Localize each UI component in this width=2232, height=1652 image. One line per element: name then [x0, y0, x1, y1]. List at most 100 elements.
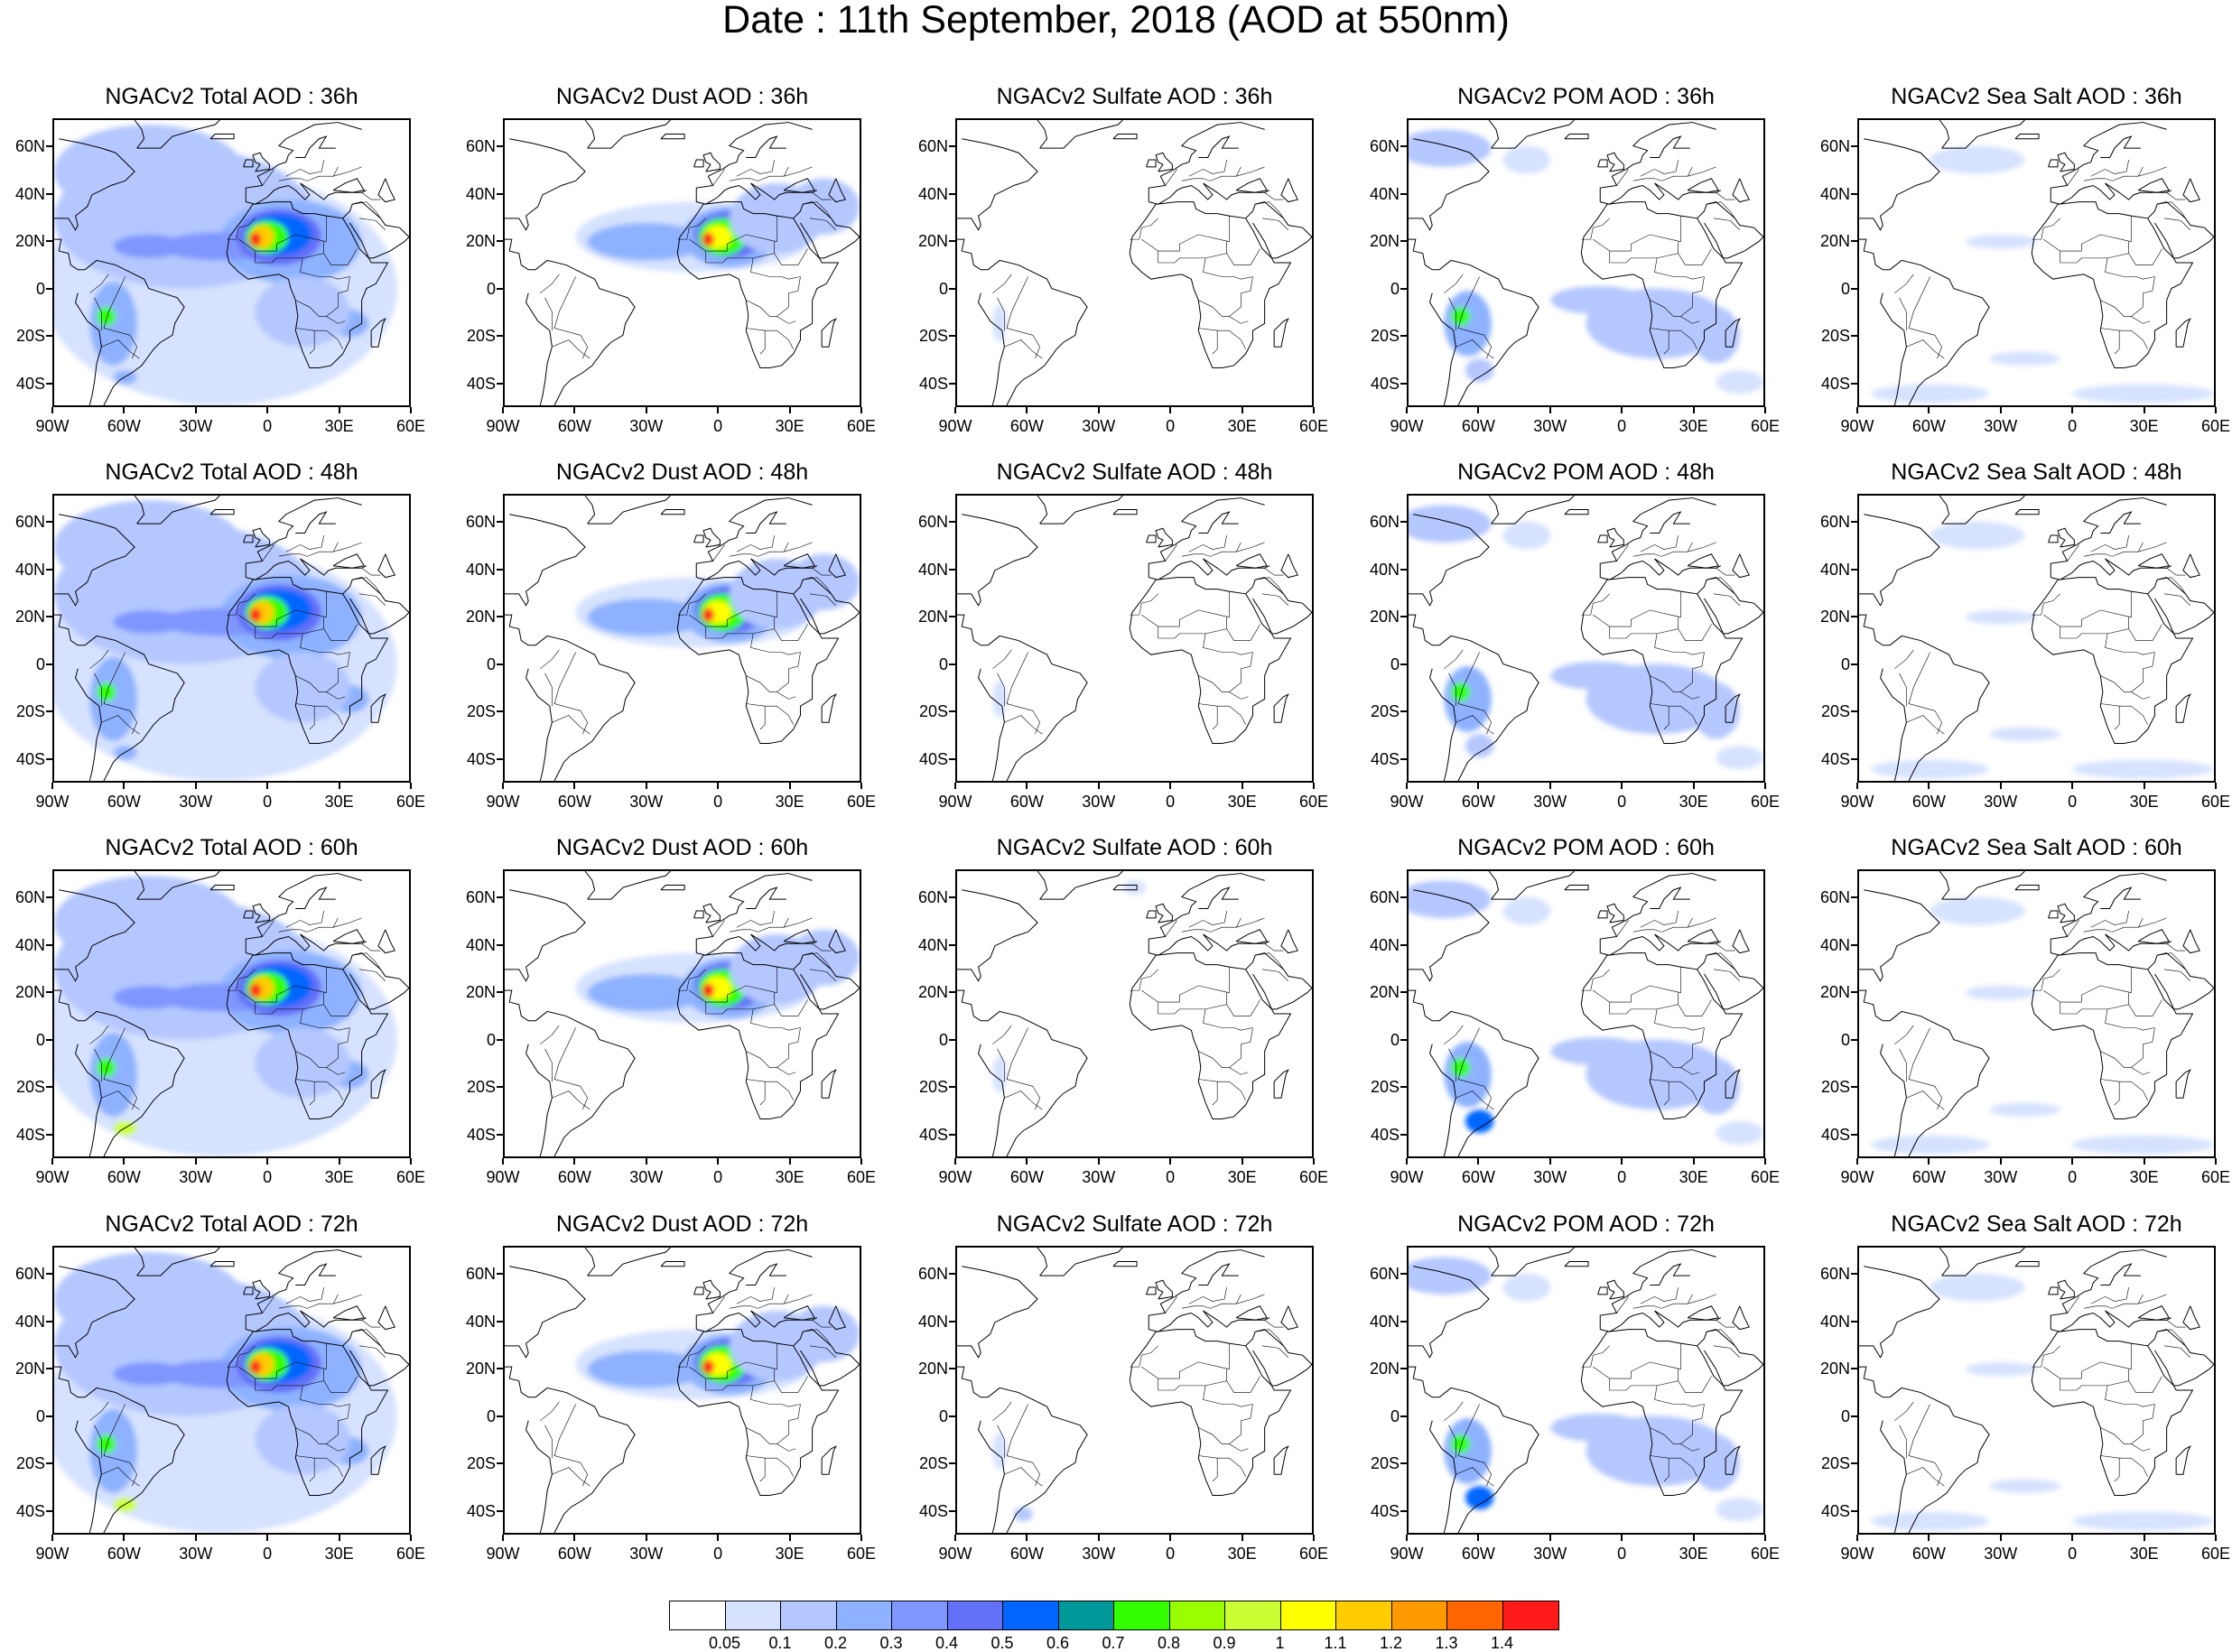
coastline [1650, 1263, 1690, 1285]
coastline [342, 952, 409, 988]
country-border [1006, 1404, 1040, 1487]
lat-tick-label: 60N [1819, 1265, 1850, 1284]
coastline [2051, 1310, 2172, 1332]
lat-tick [1851, 663, 1857, 665]
country-border [1680, 691, 1700, 700]
country-border [2100, 1404, 2155, 1444]
country-border [2107, 1369, 2129, 1387]
lat-tick-label: 40S [1370, 374, 1400, 393]
lat-tick-label: 0 [35, 1406, 45, 1425]
aod-field [1692, 1058, 1740, 1115]
lon-tick [1764, 407, 1766, 413]
lon-tick-label: 90W [1390, 793, 1424, 811]
panel-title: NGACv2 Total AOD : 36h [105, 84, 358, 109]
country-border [302, 617, 324, 635]
lat-tick-label: 40N [14, 935, 45, 954]
lon-tick-label: 30E [324, 1168, 354, 1186]
country-border [262, 169, 274, 186]
coastline [1606, 1279, 1624, 1300]
lat-tick-label: 0 [1840, 654, 1850, 673]
coastline [1725, 693, 1741, 723]
country-border [1581, 593, 1610, 616]
coastline [978, 1420, 1005, 1533]
country-border [553, 652, 588, 735]
lat-tick-label: 60N [465, 1265, 496, 1284]
country-border [255, 251, 350, 280]
coastline [702, 1279, 721, 1300]
lat-tick-label: 60N [465, 888, 496, 907]
country-border [2100, 1079, 2148, 1100]
lat-tick-label: 60N [1819, 888, 1850, 907]
country-border [1657, 1369, 1679, 1387]
lon-tick [502, 1158, 504, 1165]
lat-tick [497, 287, 503, 290]
coastline [1599, 122, 1716, 202]
lat-tick-label: 40S [15, 1125, 45, 1144]
lat-tick-label: 40S [918, 1125, 948, 1144]
aod-field [587, 1350, 706, 1388]
country-border [1229, 1067, 1249, 1075]
lon-tick-label: 30W [1984, 1545, 2018, 1563]
country-border [1229, 316, 1249, 324]
lat-tick-label: 0 [938, 1030, 948, 1049]
lon-tick-label: 30E [1227, 1545, 1257, 1563]
lat-tick-label: 20S [918, 327, 948, 346]
lon-tick-label: 0 [263, 417, 273, 435]
lon-tick [2143, 1535, 2145, 1541]
lat-tick-label: 0 [486, 1030, 496, 1049]
coastline [828, 929, 846, 954]
country-border [544, 1048, 553, 1082]
lat-tick-label: 40S [1370, 1501, 1400, 1520]
lon-tick-label: 30E [775, 793, 804, 811]
lat-tick [1400, 1038, 1407, 1041]
aod-field [1409, 880, 1492, 918]
country-border [777, 691, 796, 700]
lon-tick [1692, 1158, 1695, 1165]
lon-tick-label: 60W [557, 1545, 591, 1563]
country-border [2163, 593, 2190, 606]
country-border [1205, 1369, 1227, 1387]
lat-tick [46, 1415, 52, 1417]
country-border [2100, 1455, 2148, 1477]
coastline [1273, 1069, 1289, 1099]
lon-tick-label: 0 [713, 1545, 723, 1563]
coastline [1732, 929, 1750, 954]
lat-tick-label: 20S [466, 1078, 496, 1097]
lon-tick [1097, 1535, 1100, 1541]
lat-tick-label: 40N [917, 560, 948, 579]
coastline [800, 222, 860, 259]
coastline [702, 527, 721, 548]
country-border [1212, 1458, 1218, 1482]
coastline [1939, 1248, 1950, 1276]
map-panel [955, 494, 1314, 783]
lon-tick-label: 60E [395, 1545, 426, 1563]
country-border [101, 715, 140, 735]
aod-field [587, 973, 706, 1012]
lon-tick-label: 60E [2200, 417, 2231, 435]
coastline [1889, 259, 1990, 405]
country-border [784, 917, 813, 928]
lat-tick [949, 382, 955, 385]
lon-tick-label: 90W [35, 417, 70, 435]
map-panel [1857, 869, 2216, 1158]
country-border [333, 542, 362, 552]
aod-field [702, 1360, 714, 1374]
map-panel [52, 494, 411, 783]
coastline [783, 929, 815, 944]
coastline [1409, 238, 1440, 271]
coastline [693, 159, 704, 168]
coastline [1112, 134, 1138, 140]
coastline [1859, 1266, 1940, 1359]
coastline [2175, 318, 2191, 348]
lat-tick-label: 60N [1369, 137, 1400, 156]
country-border [736, 534, 775, 552]
country-border [774, 999, 808, 1016]
country-border [803, 577, 832, 594]
coastline [783, 553, 815, 569]
country-border [1236, 917, 1265, 928]
coastline [505, 238, 536, 271]
lat-tick [497, 1462, 503, 1465]
coastline [1112, 885, 1138, 891]
coastline [1580, 203, 1744, 369]
lat-tick-label: 60N [917, 1265, 948, 1284]
